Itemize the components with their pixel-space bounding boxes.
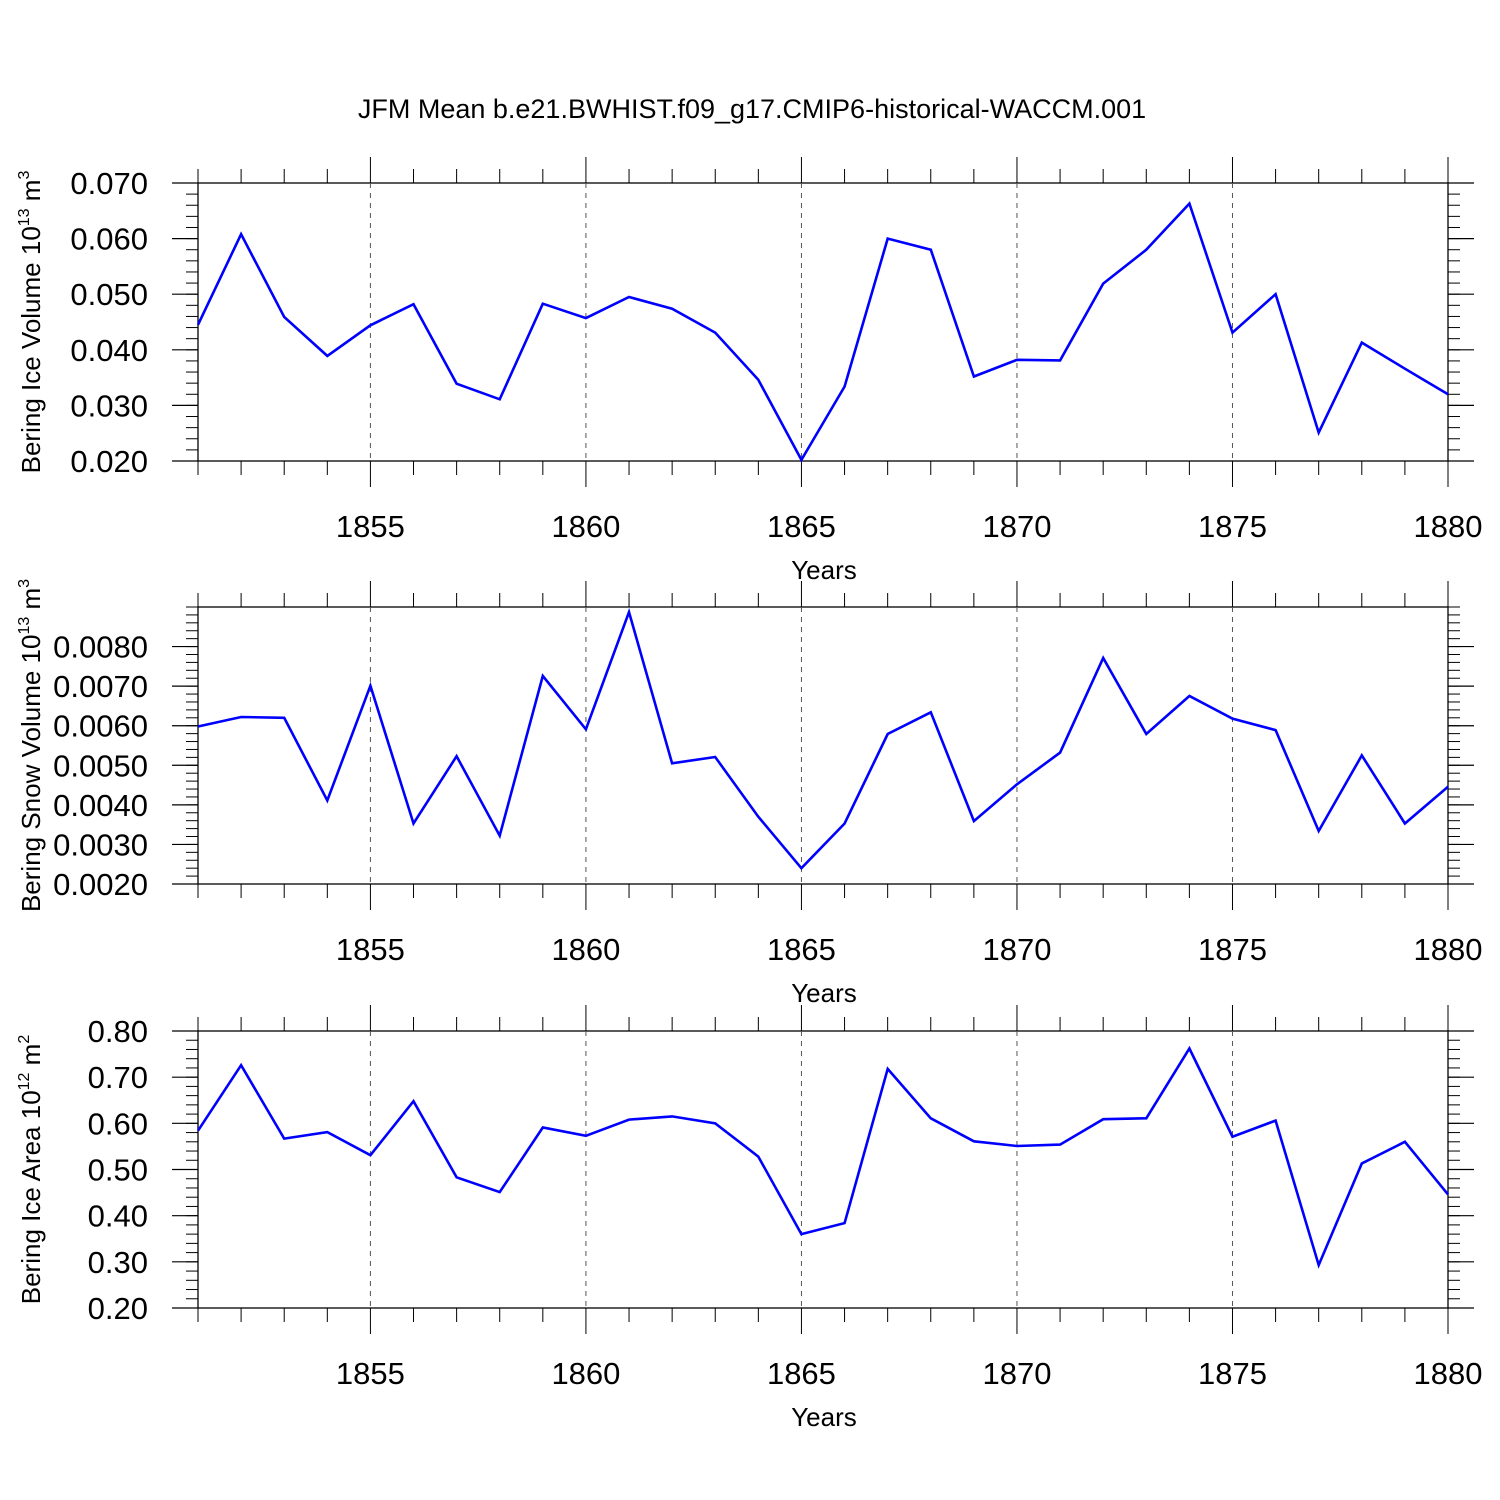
- panel-3: 0.20 0.30 0.40 0.50 0.60 0.70 0.80 1855 1860 1865…: [16, 1005, 1482, 1432]
- y-axis-label-unit: m: [16, 1044, 46, 1073]
- x-axis-label: Years: [791, 555, 857, 585]
- y-axis-label-text: Bering Ice Volume 10: [16, 226, 46, 473]
- plot-frame: [197, 1030, 1449, 1309]
- panel-2: 0.0020 0.0030 0.0040 0.0050 0.0060 0.0070 0.00…: [16, 579, 1482, 1008]
- y-tick-label: 0.040: [70, 333, 148, 368]
- y-axis-label-unit: m: [16, 588, 46, 617]
- series-line: [196, 1045, 1450, 1269]
- x-tick-label: 1870: [982, 509, 1051, 544]
- y-axis-label: Bering Ice Area 1012 m2: [16, 1035, 46, 1305]
- y-tick-label: 0.030: [70, 388, 148, 423]
- y-axis-label-unit: m: [16, 180, 46, 209]
- y-tick-label: 0.070: [70, 166, 148, 201]
- x-tick-label: 1875: [1198, 1356, 1267, 1391]
- y-tick-label: 0.50: [88, 1153, 148, 1188]
- x-tick-label: 1870: [982, 1356, 1051, 1391]
- x-tick-label: 1870: [982, 932, 1051, 967]
- chart-panels: 0.020 0.030 0.040 0.050 0.060 0.070 1855 1860 18…: [16, 157, 1482, 1432]
- y-axis-label: Bering Ice Volume 1013 m3: [16, 171, 46, 474]
- x-tick-label: 1865: [767, 932, 836, 967]
- y-axis-label-exponent: 13: [16, 208, 33, 226]
- y-axis-label: Bering Snow Volume 1013 m3: [16, 579, 46, 912]
- x-tick-label: 1860: [551, 932, 620, 967]
- y-tick-label: 0.0040: [53, 788, 148, 823]
- x-tick-label: 1875: [1198, 509, 1267, 544]
- plot-frame: [197, 606, 1449, 885]
- y-tick-label: 0.0050: [53, 748, 148, 783]
- x-tick-label: 1865: [767, 509, 836, 544]
- y-axis-label-text: Bering Ice Area 10: [16, 1090, 46, 1304]
- y-tick-label: 0.0070: [53, 669, 148, 704]
- y-tick-label: 0.20: [88, 1291, 148, 1326]
- x-tick-label: 1855: [336, 1356, 405, 1391]
- y-tick-label: 0.30: [88, 1245, 148, 1280]
- x-tick-label: 1880: [1414, 1356, 1483, 1391]
- y-tick-label: 0.0080: [53, 630, 148, 665]
- series-line: [196, 201, 1449, 463]
- x-tick-label: 1860: [551, 509, 620, 544]
- y-tick-label: 0.60: [88, 1106, 148, 1141]
- y-tick-label: 0.0030: [53, 827, 148, 862]
- x-axis-label: Years: [791, 978, 857, 1008]
- x-axis-label: Years: [791, 1402, 857, 1432]
- x-tick-label: 1860: [551, 1356, 620, 1391]
- panel-1: 0.020 0.030 0.040 0.050 0.060 0.070 1855 1860 18…: [16, 157, 1482, 585]
- y-tick-label: 0.020: [70, 444, 148, 479]
- y-tick-label: 0.050: [70, 277, 148, 312]
- y-tick-label: 0.40: [88, 1199, 148, 1234]
- plot-frame: [197, 182, 1449, 462]
- y-axis-label-text: Bering Snow Volume 10: [16, 635, 46, 913]
- series-line: [197, 607, 1449, 871]
- y-tick-label: 0.060: [70, 222, 148, 257]
- chart-title: JFM Mean b.e21.BWHIST.f09_g17.CMIP6-hist…: [358, 94, 1146, 124]
- x-tick-label: 1880: [1414, 932, 1483, 967]
- y-tick-label: 0.70: [88, 1060, 148, 1095]
- x-tick-label: 1875: [1198, 932, 1267, 967]
- x-tick-label: 1855: [336, 932, 405, 967]
- x-tick-label: 1880: [1414, 509, 1483, 544]
- x-tick-label: 1855: [336, 509, 405, 544]
- x-tick-label: 1865: [767, 1356, 836, 1391]
- y-tick-label: 0.80: [88, 1014, 148, 1049]
- y-axis-label-unit-exponent: 2: [16, 1035, 33, 1044]
- y-tick-label: 0.0060: [53, 709, 148, 744]
- y-axis-label-unit-exponent: 3: [16, 579, 33, 588]
- y-axis-label-exponent: 12: [16, 1072, 33, 1090]
- y-axis-label-unit-exponent: 3: [16, 171, 33, 180]
- y-axis-label-exponent: 13: [16, 617, 33, 635]
- y-tick-label: 0.0020: [53, 867, 148, 902]
